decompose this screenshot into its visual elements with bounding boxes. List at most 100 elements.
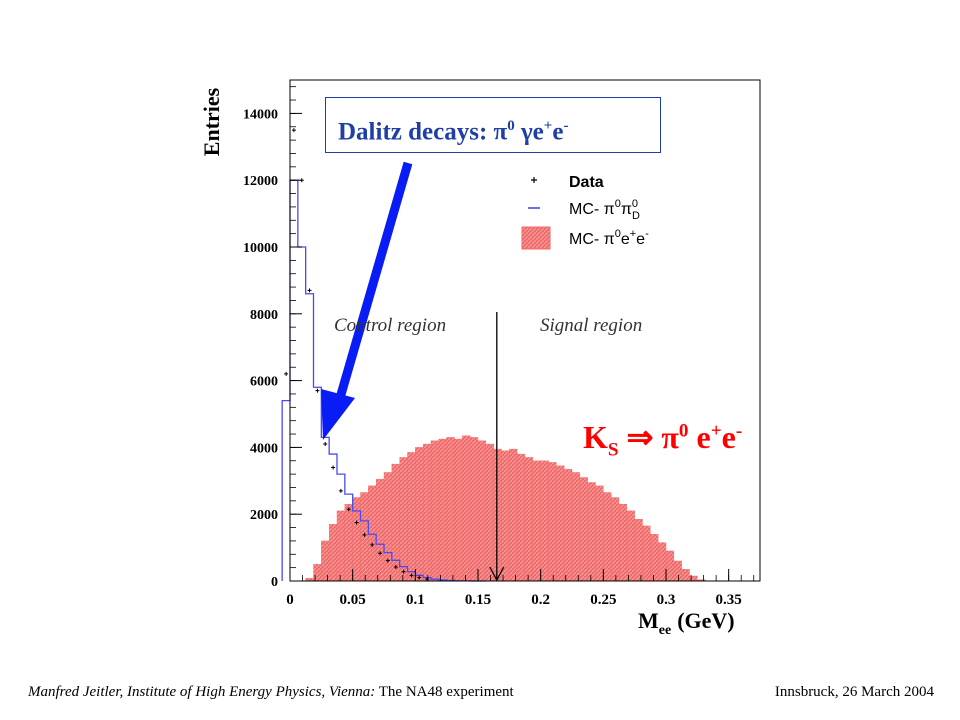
histogram-bar	[399, 457, 408, 582]
dalitz-gamma-e: γe	[514, 118, 544, 146]
data-point	[370, 542, 375, 547]
histogram-bar	[501, 450, 510, 582]
dalitz-pi: π	[493, 118, 508, 146]
control-region-label: Control region	[334, 315, 446, 336]
y-tick-label: 12000	[243, 174, 278, 189]
histogram-bar	[548, 462, 557, 582]
legend-signal-marker	[521, 226, 551, 250]
histogram-bar	[368, 485, 377, 582]
histogram-bar	[407, 452, 416, 582]
dalitz-arrow	[321, 161, 413, 440]
data-point	[354, 520, 359, 525]
histogram-bar	[321, 540, 330, 582]
data-point	[307, 288, 312, 293]
ks-e1: e	[688, 419, 711, 455]
histogram-bar	[642, 525, 651, 582]
histogram-bar	[422, 443, 432, 582]
ks-sub-s: S	[607, 439, 619, 461]
x-axis-label-unit: (GeV)	[677, 608, 734, 633]
histogram-bar	[344, 503, 353, 582]
dalitz-e: e	[552, 118, 564, 146]
histogram-bar	[430, 440, 440, 582]
dalitz-sup-0: 0	[507, 118, 515, 134]
histogram-bar	[650, 534, 659, 582]
histogram-bar	[610, 497, 620, 582]
ks-sup-0: 0	[678, 420, 689, 442]
x-tick-label: 0.35	[716, 592, 742, 608]
x-tick-label: 0.1	[406, 592, 425, 608]
dalitz-label-text: Dalitz decays:	[338, 118, 494, 146]
y-axis-label: Entries	[199, 87, 224, 156]
histogram-bar	[532, 460, 541, 582]
data-point	[346, 507, 351, 512]
histogram-bar	[595, 485, 604, 582]
histogram-bar	[657, 542, 667, 582]
histogram-bar	[516, 453, 526, 582]
histogram-bar	[563, 468, 573, 582]
histogram-bar	[336, 510, 346, 582]
ks-sup-plus: +	[710, 420, 722, 442]
histogram-bar	[556, 465, 565, 582]
ks-arrow: ⇒	[618, 419, 662, 455]
histogram-bar	[383, 472, 393, 582]
data-point	[284, 371, 289, 376]
dalitz-sup-plus: +	[543, 118, 553, 134]
dalitz-label-box: Dalitz decays: π0 γe+e-	[325, 97, 661, 153]
x-tick-label: 0.3	[657, 592, 676, 608]
histogram-bar	[454, 438, 463, 582]
data-point	[378, 551, 383, 556]
histogram-bar	[634, 519, 643, 582]
histogram-bar	[469, 437, 479, 582]
legend-dalitz-label: MC- π0π0 D	[569, 198, 640, 222]
data-point	[417, 575, 422, 580]
signal-region-label: Signal region	[540, 315, 642, 336]
axis-ticks: 0 2000 4000 6000 8000 10000 12000 14000 0 0.05 0.1…	[243, 86, 755, 608]
histogram-bar	[352, 497, 361, 582]
ks-k: K	[583, 419, 608, 455]
x-tick-label: 0.05	[340, 592, 366, 608]
ks-e2: e	[721, 419, 736, 455]
x-tick-label: 0.25	[590, 592, 616, 608]
legend-data-marker	[531, 177, 537, 183]
data-point	[338, 488, 343, 493]
footer-right: Innsbruck, 26 March 2004	[774, 684, 934, 700]
plot-frame	[289, 79, 761, 582]
y-tick-label: 2000	[250, 508, 278, 523]
histogram-bar	[540, 460, 549, 582]
y-tick-label: 4000	[250, 441, 278, 456]
histogram-bar	[618, 503, 628, 582]
histogram-bar	[603, 492, 612, 582]
x-tick-label: 0.15	[465, 592, 491, 608]
histogram-bar	[391, 463, 400, 582]
y-tick-label: 0	[271, 575, 278, 590]
x-tick-label: 0.2	[531, 592, 550, 608]
data-point	[331, 465, 336, 470]
legend-signal-label: MC- π0e+e-	[569, 228, 649, 248]
histogram-bar	[375, 478, 385, 582]
histogram-bar	[681, 569, 690, 582]
data-point	[393, 564, 398, 569]
footer-author: Manfred Jeitler, Institute of High Energ…	[28, 684, 376, 700]
histogram-bar	[673, 560, 682, 582]
histogram-bar	[587, 482, 596, 582]
histogram-bar	[415, 447, 424, 582]
histogram-bar	[438, 438, 447, 582]
data-point	[385, 558, 390, 563]
histogram-bar	[524, 457, 534, 582]
mc-dalitz-line	[281, 179, 486, 582]
dalitz-sup-minus: -	[563, 118, 569, 134]
arrow-shaft	[335, 161, 413, 400]
cut-arrowhead	[489, 566, 505, 582]
histogram-bar	[462, 435, 471, 582]
arrow-head	[321, 389, 355, 440]
histogram-bar	[579, 477, 588, 582]
x-axis-label-sub: ee	[659, 623, 671, 638]
footer-left: Manfred Jeitler, Institute of High Energ…	[28, 684, 514, 701]
plot-border	[289, 79, 761, 582]
x-axis-label: Mee (GeV)	[638, 608, 735, 638]
histogram-bar	[446, 437, 455, 582]
ks-decay-label: KS ⇒ π0 e+e-	[583, 418, 742, 461]
y-tick-label: 10000	[243, 241, 278, 256]
histogram-bar	[509, 448, 518, 582]
